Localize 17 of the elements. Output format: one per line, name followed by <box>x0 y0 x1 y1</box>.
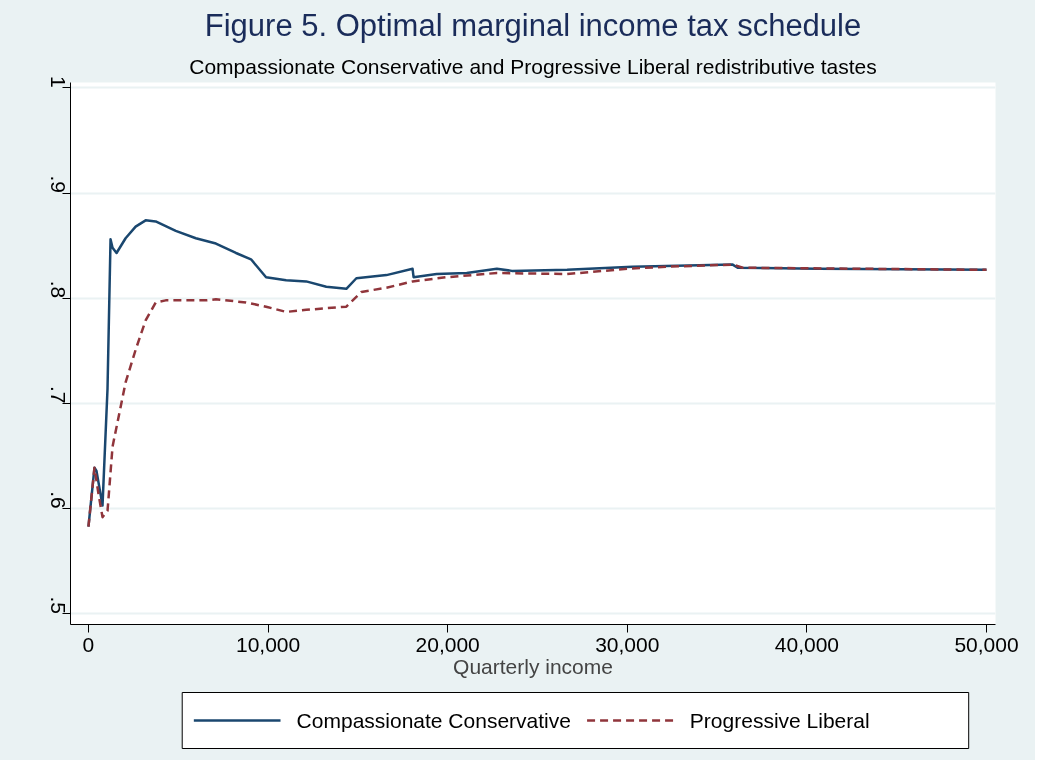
x-tick-label: 0 <box>82 632 95 656</box>
x-tick-label: 40,000 <box>774 632 840 656</box>
y-tick-label: .7 <box>46 385 70 404</box>
y-tick-label: .6 <box>46 491 70 509</box>
y-tick-label: .8 <box>46 280 70 299</box>
x-axis-title: Quarterly income <box>453 654 613 678</box>
chart-title: Figure 5. Optimal marginal income tax schedule <box>204 7 862 43</box>
legend-label: Compassionate Conservative <box>296 709 571 732</box>
y-tick-label: 1 <box>46 76 70 88</box>
x-tick-label: 30,000 <box>595 632 660 656</box>
legend-label: Progressive Liberal <box>689 709 870 732</box>
y-tick-label: .5 <box>46 596 70 614</box>
x-tick-label: 20,000 <box>415 632 480 656</box>
chart-subtitle: Compassionate Conservative and Progressive Liberal redistributive tastes <box>189 54 877 78</box>
x-tick-label: 50,000 <box>954 632 1019 656</box>
y-tick-label: .9 <box>46 175 70 194</box>
x-tick-label: 10,000 <box>235 632 301 656</box>
